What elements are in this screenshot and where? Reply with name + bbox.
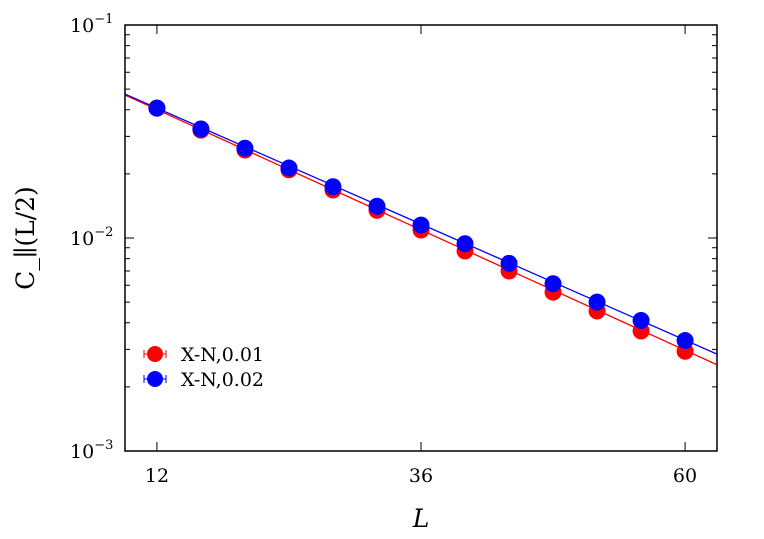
data-point: [368, 197, 386, 215]
legend-entry: X-N,0.01: [143, 344, 264, 366]
legend-entry: X-N,0.02: [143, 369, 264, 391]
axis-ticks: [125, 24, 717, 452]
data-point: [500, 254, 518, 272]
data-point: [632, 311, 650, 329]
data-point: [148, 99, 166, 117]
x-axis-label: L: [412, 504, 430, 533]
x-tick-label: 36: [409, 465, 433, 487]
data-point: [544, 275, 562, 293]
data-point: [412, 216, 430, 234]
data-point: [324, 178, 342, 196]
data-point: [236, 139, 254, 157]
legend-marker: [147, 371, 163, 387]
y-tick-label: 10−3: [70, 438, 113, 463]
x-tick-labels: 12 36 60: [145, 465, 697, 487]
legend: X-N,0.01 X-N,0.02: [143, 344, 264, 391]
plot-frame: [124, 24, 718, 452]
x-tick-label: 60: [673, 465, 697, 487]
data-point: [456, 235, 474, 253]
data-point: [280, 159, 298, 177]
data-point: [676, 332, 694, 350]
x-tick-label: 12: [145, 465, 169, 487]
y-tick-label: 10−1: [70, 12, 113, 37]
y-tick-labels: 10−1 10−2 10−3: [70, 12, 113, 463]
data-point: [588, 293, 606, 311]
legend-marker: [147, 346, 163, 362]
legend-label: X-N,0.02: [181, 369, 264, 391]
data-points: [148, 99, 694, 360]
data-point: [192, 120, 210, 138]
y-tick-label: 10−2: [70, 225, 113, 250]
legend-label: X-N,0.01: [181, 344, 264, 366]
y-axis-label: C_∥(L/2): [11, 186, 40, 290]
